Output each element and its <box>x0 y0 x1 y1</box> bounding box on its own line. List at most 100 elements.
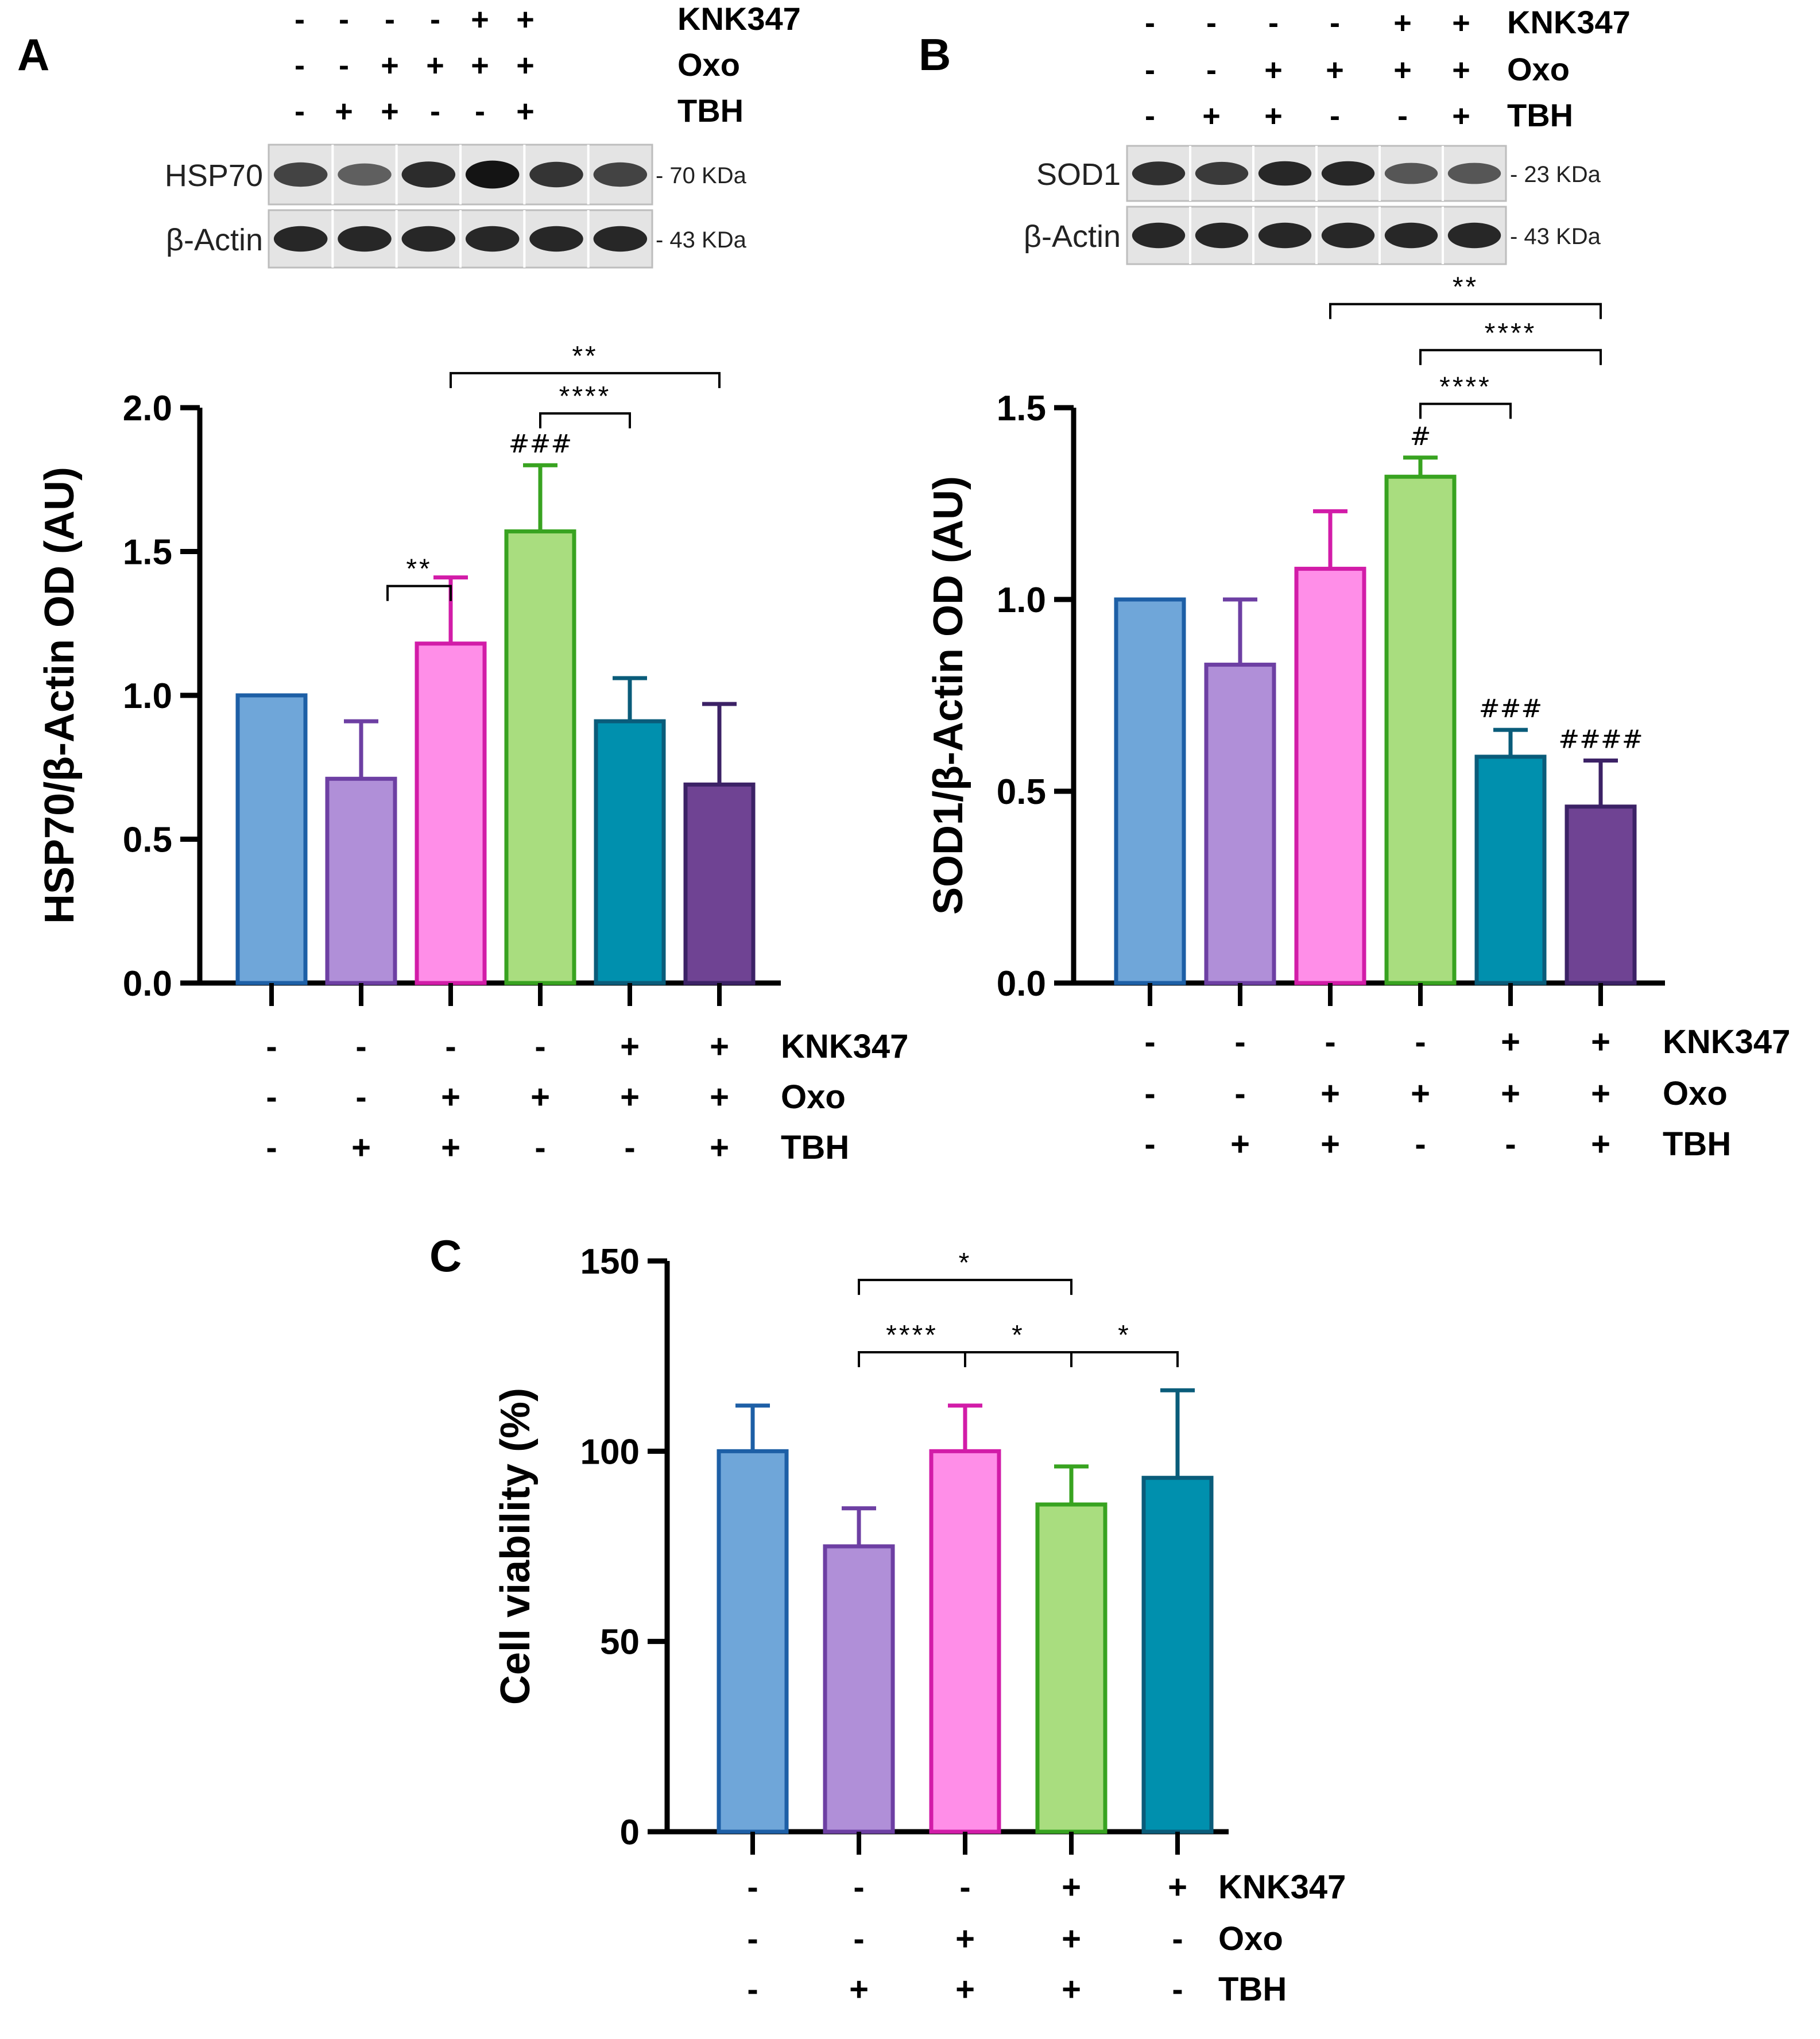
blot-band <box>1132 161 1186 185</box>
condition-sign: - <box>1234 1075 1245 1112</box>
blot-condition-label: KNK347 <box>1507 4 1631 40</box>
blot-condition-sign: - <box>385 2 395 37</box>
condition-sign: + <box>710 1078 729 1116</box>
blot-band <box>338 163 392 186</box>
condition-sign: - <box>1144 1075 1155 1112</box>
bar <box>325 776 397 985</box>
blot-condition-sign: + <box>1264 53 1283 87</box>
condition-sign: - <box>1172 1920 1183 1957</box>
blot-band <box>529 161 583 188</box>
bar <box>1114 597 1186 985</box>
blot-band <box>1321 161 1375 186</box>
condition-sign: + <box>1591 1075 1610 1112</box>
blot-condition-sign: + <box>516 94 535 129</box>
blot-condition-sign: + <box>426 48 444 83</box>
blot-condition-sign: - <box>295 94 305 129</box>
y-tick-label: 150 <box>580 1242 640 1282</box>
condition-label: KNK347 <box>781 1028 908 1065</box>
condition-label: Oxo <box>781 1078 846 1116</box>
y-axis-title: SOD1/β-Actin OD (AU) <box>926 476 971 915</box>
y-tick-label: 100 <box>580 1432 640 1472</box>
condition-sign: + <box>849 1971 869 2008</box>
condition-sign: - <box>266 1028 277 1065</box>
condition-sign: - <box>1144 1023 1155 1061</box>
condition-sign: - <box>1415 1023 1426 1061</box>
condition-sign: + <box>1062 1971 1081 2008</box>
bar <box>415 641 487 985</box>
condition-sign: + <box>1062 1920 1081 1957</box>
condition-sign: + <box>1230 1125 1250 1163</box>
blot-band <box>1384 222 1438 249</box>
condition-sign: + <box>620 1078 640 1116</box>
blot-size-label: - 70 KDa <box>656 163 747 188</box>
condition-label: TBH <box>781 1129 849 1166</box>
blot-condition-sign: - <box>475 94 485 129</box>
blot-band <box>1384 162 1438 184</box>
blot-condition-sign: + <box>1393 6 1412 40</box>
blot-condition-label: TBH <box>1507 97 1573 133</box>
y-tick-label: 2.0 <box>123 389 172 428</box>
blot-band <box>1447 162 1501 184</box>
blot-condition-sign: - <box>430 2 440 37</box>
condition-sign: - <box>266 1129 277 1166</box>
blot-condition-sign: - <box>1268 6 1279 40</box>
hash-annotation: # <box>1410 422 1431 451</box>
condition-sign: - <box>355 1078 366 1116</box>
blot-condition-label: Oxo <box>1507 51 1570 87</box>
condition-sign: - <box>445 1028 456 1065</box>
condition-sign: - <box>1415 1125 1426 1163</box>
condition-label: KNK347 <box>1663 1023 1790 1061</box>
blot-size-label: - 43 KDa <box>656 227 747 253</box>
condition-sign: - <box>747 1868 758 1906</box>
blot-condition-sign: - <box>1145 6 1155 40</box>
blot-condition-label: KNK347 <box>677 1 801 37</box>
significance-label: ** <box>406 554 432 585</box>
blot-condition-sign: + <box>335 94 353 129</box>
blot-condition-sign: - <box>339 48 349 83</box>
bar <box>929 1449 1001 1834</box>
blot-size-label: - 23 KDa <box>1510 162 1601 187</box>
significance-bracket <box>450 372 721 388</box>
panel-letter: B <box>919 29 951 80</box>
bar <box>1474 755 1547 985</box>
condition-sign: - <box>1325 1023 1335 1061</box>
condition-sign: - <box>853 1868 864 1906</box>
condition-sign: + <box>1321 1125 1340 1163</box>
blot-condition-label: TBH <box>677 92 744 129</box>
blot-band <box>1132 222 1186 249</box>
blot-condition-sign: + <box>1393 53 1412 87</box>
panel-letter: A <box>17 29 49 80</box>
significance-label: * <box>1118 1320 1131 1351</box>
blot-protein-label: β-Actin <box>1024 219 1121 254</box>
condition-sign: - <box>1505 1125 1516 1163</box>
blot-band <box>1258 161 1312 186</box>
condition-sign: - <box>1144 1125 1155 1163</box>
y-tick-label: 1.5 <box>997 389 1046 428</box>
significance-label: * <box>959 1248 972 1278</box>
significance-label: ** <box>572 341 598 372</box>
condition-label: TBH <box>1663 1125 1731 1163</box>
hash-annotation: ### <box>1479 694 1543 723</box>
blot-protein-label: SOD1 <box>1036 157 1121 192</box>
y-axis-title: Cell viability (%) <box>493 1388 539 1705</box>
condition-sign: + <box>1591 1023 1610 1061</box>
bar <box>504 529 576 985</box>
condition-sign: + <box>1501 1023 1520 1061</box>
condition-sign: - <box>355 1028 366 1065</box>
significance-label: * <box>1012 1320 1025 1351</box>
bar <box>235 693 308 985</box>
y-tick-label: 1.0 <box>997 581 1046 620</box>
condition-label: KNK347 <box>1218 1868 1346 1906</box>
significance-bracket <box>858 1351 966 1368</box>
panel-letter: C <box>429 1231 462 1281</box>
blot-band <box>465 160 520 189</box>
condition-sign: - <box>747 1920 758 1957</box>
blot-band <box>338 226 392 252</box>
blot-condition-sign: - <box>295 2 305 37</box>
blot-band <box>1321 222 1375 249</box>
blot-band <box>273 162 328 187</box>
bar <box>1035 1502 1108 1834</box>
condition-sign: + <box>1501 1075 1520 1112</box>
blot-band <box>273 226 328 252</box>
